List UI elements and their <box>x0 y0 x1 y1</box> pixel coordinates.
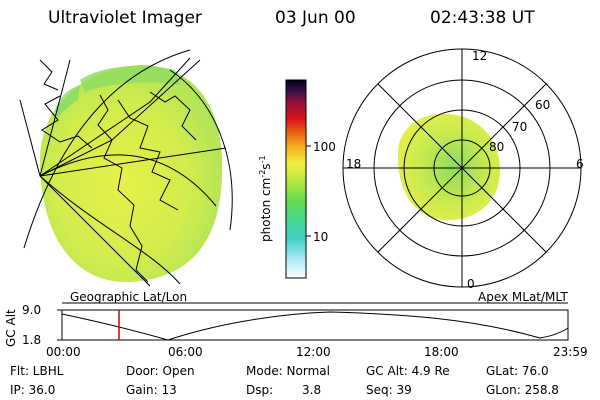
polar-label-6: 6 <box>576 157 584 171</box>
colorbar-tick-10: 10 <box>313 230 329 244</box>
timeline-y-max: 9.0 <box>22 303 42 317</box>
colorbar <box>285 79 307 279</box>
timeline-y-min: 1.8 <box>22 333 42 347</box>
timeline-tick-1: 06:00 <box>168 345 203 359</box>
seq-info: Seq: 39 <box>366 383 412 397</box>
door-info: Door: Open <box>126 364 195 378</box>
polar-label-0: 0 <box>467 277 475 291</box>
right-panel-caption: Apex MLat/MLT <box>478 290 568 304</box>
colorbar-tick-100: 100 <box>313 140 336 154</box>
timeline-y-label: GC Alt <box>4 309 18 347</box>
flt-info: Flt: LBHL <box>10 364 64 378</box>
timeline-tick-3: 18:00 <box>424 345 459 359</box>
timeline-tick-0: 00:00 <box>46 345 81 359</box>
gc-alt-info: GC Alt: 4.9 Re <box>366 364 450 378</box>
mode-info: Mode: Normal <box>246 364 330 378</box>
polar-plot <box>342 48 582 288</box>
left-panel-caption: Geographic Lat/Lon <box>70 290 188 304</box>
dsp-value: 3.8 <box>302 383 322 397</box>
glon-info: GLon: 258.8 <box>486 383 559 397</box>
polar-label-18: 18 <box>346 157 362 171</box>
gain-info: Gain: 13 <box>126 383 177 397</box>
date-label: 03 Jun 00 <box>275 8 356 28</box>
time-label: 02:43:38 UT <box>430 8 535 28</box>
app-title: Ultraviolet Imager <box>48 8 202 28</box>
dsp-label: Dsp: <box>246 383 274 397</box>
timeline-tick-4: 23:59 <box>553 345 588 359</box>
polar-label-12: 12 <box>472 49 488 63</box>
polar-lat-60: 60 <box>535 98 551 112</box>
colorbar-unit-label: photon cm-2s-1 <box>258 155 273 242</box>
geographic-image <box>19 49 233 287</box>
timeline-tick-2: 12:00 <box>296 345 331 359</box>
orbit-timeline <box>57 309 569 341</box>
glat-info: GLat: 76.0 <box>486 364 549 378</box>
polar-lat-80: 80 <box>489 140 505 154</box>
ip-info: IP: 36.0 <box>10 383 56 397</box>
polar-lat-70: 70 <box>512 120 528 134</box>
